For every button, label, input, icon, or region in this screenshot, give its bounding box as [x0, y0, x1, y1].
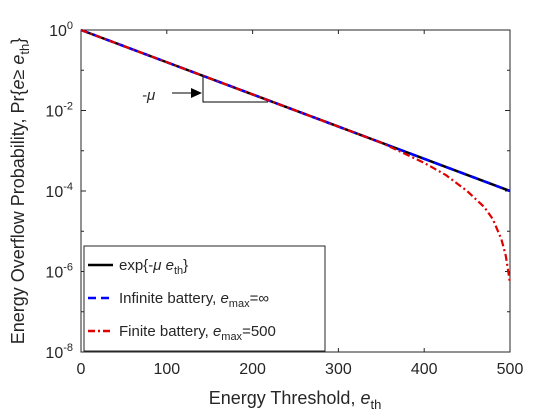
- ylabel-sub: th: [17, 44, 32, 55]
- slope-annotation: -μ: [142, 76, 268, 104]
- annotation-arrowhead: [191, 88, 202, 98]
- legend-inf-italic: e: [220, 290, 228, 307]
- y-tick-label: 10-4: [45, 181, 73, 201]
- legend-label-infinite: Infinite battery, emax=∞: [119, 290, 269, 310]
- legend-label-exp: exp{-μ eth}: [119, 257, 188, 277]
- legend-fin-italic: e: [213, 323, 221, 340]
- y-tick-label: 10-2: [45, 101, 73, 121]
- series-infinite-battery: [80, 28, 511, 193]
- ylabel-main: Energy Overflow Probability, Pr{: [8, 90, 28, 345]
- series-finite-battery: [80, 28, 512, 284]
- x-tick-label: 500: [497, 361, 524, 378]
- x-axis-label: Energy Threshold, eth: [209, 388, 382, 412]
- annotation-label: -μ: [142, 87, 155, 104]
- legend-exp-post: }: [183, 257, 188, 274]
- x-tick-label: 200: [239, 361, 266, 378]
- legend-exp-mid: e: [161, 257, 174, 274]
- legend-exp-sub: th: [174, 265, 183, 277]
- legend-inf-post: =∞: [250, 290, 270, 307]
- series-layer: [80, 28, 512, 284]
- legend: exp{-μ eth} Infinite battery, emax=∞ Fin…: [83, 245, 326, 352]
- xlabel-sub: th: [370, 397, 381, 412]
- legend-exp-pre: exp{-: [119, 257, 153, 274]
- y-tick-label: 10-8: [45, 342, 73, 362]
- legend-inf-pre: Infinite battery,: [119, 290, 220, 307]
- slope-triangle: [202, 76, 268, 103]
- legend-exp-greek: μ: [152, 257, 161, 274]
- legend-box: [83, 245, 326, 352]
- tick-labels: 0 100 200 300 400 500 100 10-2 10-4 10-6 10-8: [45, 20, 523, 378]
- legend-fin-sub: max: [221, 331, 242, 343]
- x-tick-label: 300: [325, 361, 352, 378]
- x-tick-label: 400: [411, 361, 438, 378]
- ylabel-italic2: e: [8, 55, 28, 65]
- ylabel-italic: e: [8, 79, 28, 89]
- xlabel-main: Energy Threshold,: [209, 388, 361, 408]
- legend-label-finite: Finite battery, emax=500: [119, 323, 276, 343]
- x-tick-label: 100: [153, 361, 180, 378]
- legend-fin-pre: Finite battery,: [119, 323, 213, 340]
- x-tick-label: 0: [77, 361, 86, 378]
- y-tick-label: 100: [49, 20, 73, 40]
- legend-inf-sub: max: [229, 298, 250, 310]
- ylabel-op: ≥: [8, 65, 28, 80]
- ylabel-end: }: [8, 38, 28, 44]
- legend-fin-post: =500: [242, 323, 276, 340]
- y-tick-label: 10-6: [45, 262, 73, 282]
- xlabel-italic: e: [360, 388, 370, 408]
- y-axis-label: Energy Overflow Probability, Pr{e≥ eth}: [8, 38, 32, 345]
